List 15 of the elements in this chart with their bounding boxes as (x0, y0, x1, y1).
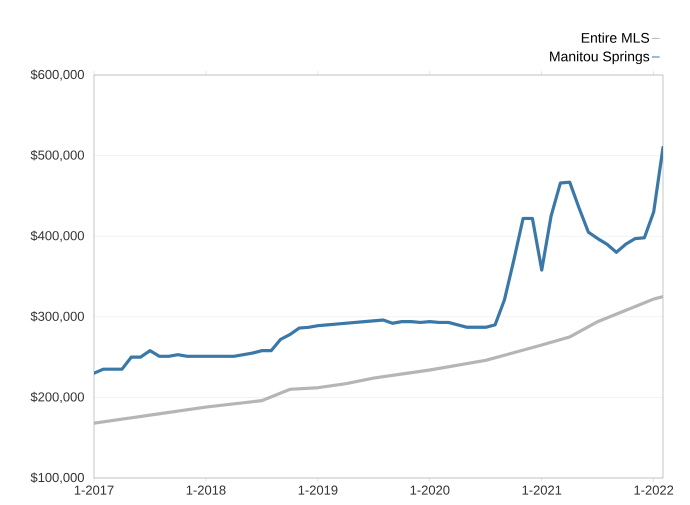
x-tick-label: 1-2020 (410, 486, 450, 495)
y-tick-label: $400,000 (30, 230, 84, 242)
x-tick-label: 1-2022 (634, 486, 674, 495)
x-tick-label: 1-2017 (74, 486, 114, 495)
x-tick-label: 1-2021 (522, 486, 562, 495)
y-tick-label: $200,000 (30, 392, 84, 404)
legend-label: Manitou Springs (550, 51, 650, 64)
y-tick-label: $600,000 (30, 69, 84, 81)
y-tick-label: $100,000 (30, 472, 84, 484)
y-tick-label: $300,000 (30, 311, 84, 322)
x-tick-label: 1-2019 (298, 486, 338, 495)
line-series (94, 295, 664, 425)
legend-label: Entire MLS (582, 32, 650, 43)
x-tick-label: 1-2018 (186, 486, 226, 495)
y-tick-label: $500,000 (30, 150, 84, 162)
